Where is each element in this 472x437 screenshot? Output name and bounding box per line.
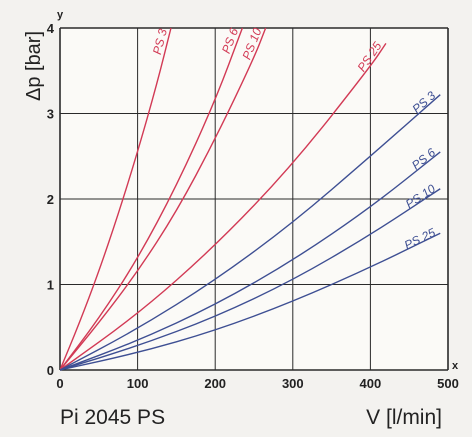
y-axis-label: Δp [bar] <box>23 31 45 101</box>
series-label: PS 3 <box>150 27 170 56</box>
x-tick-label: 300 <box>282 376 304 391</box>
y-tick-label: 3 <box>47 107 54 122</box>
x-axis-letter: x <box>452 360 459 372</box>
y-tick-label: 4 <box>47 21 55 36</box>
x-tick-label: 200 <box>204 376 226 391</box>
series-line <box>60 94 441 371</box>
series-line <box>60 27 244 371</box>
x-tick-label: 500 <box>437 376 459 391</box>
grid-lines <box>59 27 449 371</box>
series-line <box>60 27 172 371</box>
chart-caption: Pi 2045 PS <box>60 406 165 429</box>
series-line <box>60 151 441 371</box>
x-tick-label: 0 <box>56 376 63 391</box>
series-line <box>60 42 387 371</box>
y-axis-letter: y <box>57 9 64 21</box>
x-tick-label: 100 <box>127 376 149 391</box>
x-axis-label: V [l/min] <box>366 406 442 429</box>
y-tick-label: 1 <box>47 278 54 293</box>
tick-labels: 0 100 200 300 400 500 0 1 2 3 4 <box>47 21 459 391</box>
series-line <box>60 188 441 371</box>
y-tick-label: 2 <box>47 192 54 207</box>
series-curves <box>60 27 441 371</box>
x-tick-label: 400 <box>360 376 382 391</box>
series-line <box>60 27 267 371</box>
y-tick-label: 0 <box>47 363 54 378</box>
series-line <box>60 232 441 371</box>
